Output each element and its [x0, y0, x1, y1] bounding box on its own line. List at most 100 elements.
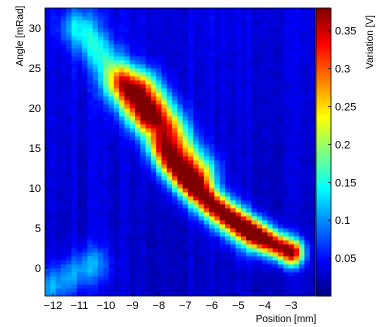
heatmap-cell [235, 120, 242, 125]
heatmap-cell [267, 224, 274, 229]
heatmap-cell [251, 236, 258, 241]
heatmap-cell [45, 140, 51, 145]
heatmap-cell [177, 16, 184, 21]
heatmap-cell [172, 244, 178, 249]
heatmap-cell [235, 132, 242, 137]
heatmap-cell [230, 156, 236, 161]
heatmap-cell [119, 200, 125, 205]
heatmap-cell [113, 144, 120, 149]
colorbar-segment [316, 134, 331, 138]
heatmap-cell [277, 240, 284, 245]
heatmap-cell [219, 160, 226, 165]
heatmap-cell [124, 108, 131, 113]
heatmap-cell [198, 36, 205, 41]
heatmap-cell [240, 92, 247, 97]
heatmap-cell [87, 32, 94, 37]
heatmap-cell [156, 264, 162, 269]
heatmap-cell [225, 72, 231, 77]
heatmap-cell [187, 260, 194, 265]
heatmap-cell [76, 76, 83, 81]
heatmap-cell [119, 48, 125, 53]
heatmap-cell [304, 40, 311, 45]
heatmap-cell [283, 200, 289, 205]
heatmap-cell [124, 96, 131, 101]
heatmap-cell [272, 108, 279, 113]
heatmap-cell [60, 120, 67, 125]
heatmap-cell [187, 56, 194, 61]
heatmap-cell [150, 56, 157, 61]
heatmap-cell [309, 20, 315, 25]
heatmap-cell [45, 244, 51, 249]
heatmap-cell [129, 192, 136, 197]
heatmap-cell [293, 64, 300, 69]
heatmap-cell [262, 192, 268, 197]
heatmap-cell [256, 108, 263, 113]
heatmap-cell [97, 160, 104, 165]
heatmap-cell [246, 64, 252, 69]
heatmap-cell [251, 92, 258, 97]
heatmap-cell [76, 140, 83, 145]
heatmap-cell [166, 8, 173, 13]
heatmap-cell [177, 28, 184, 33]
heatmap-cell [267, 32, 274, 37]
heatmap-cell [203, 136, 210, 141]
heatmap-cell [230, 124, 236, 129]
heatmap-cell [209, 16, 215, 21]
heatmap-cell [60, 196, 67, 201]
heatmap-cell [177, 112, 184, 117]
heatmap-cell [129, 44, 136, 49]
heatmap-cell [129, 252, 136, 257]
heatmap-cell [45, 72, 51, 77]
heatmap-cell [92, 260, 99, 265]
heatmap-cell [92, 228, 99, 233]
heatmap-cell [267, 180, 274, 185]
heatmap-cell [209, 72, 215, 77]
heatmap-cell [97, 184, 104, 189]
heatmap-cell [219, 264, 226, 269]
heatmap-cell [66, 200, 72, 205]
heatmap-cell [256, 156, 263, 161]
heatmap-cell [166, 156, 173, 161]
heatmap-cell [135, 256, 141, 261]
heatmap-cell [92, 196, 99, 201]
heatmap-cell [262, 44, 268, 49]
heatmap-cell [103, 84, 109, 89]
heatmap-cell [288, 260, 295, 265]
heatmap-cell [113, 216, 120, 221]
heatmap-cell [156, 216, 162, 221]
heatmap-cell [214, 240, 221, 245]
heatmap-cell [172, 188, 178, 193]
heatmap-cell [166, 36, 173, 41]
heatmap-cell [145, 288, 152, 293]
heatmap-cell [161, 92, 168, 97]
heatmap-cell [283, 240, 289, 245]
heatmap-cell [145, 216, 152, 221]
heatmap-cell [76, 80, 83, 85]
heatmap-cell [135, 188, 141, 193]
heatmap-cell [177, 88, 184, 93]
heatmap-cell [256, 72, 263, 77]
heatmap-cell [97, 156, 104, 161]
heatmap-cell [256, 276, 263, 281]
heatmap-cell [187, 288, 194, 293]
heatmap-cell [87, 132, 94, 137]
heatmap-cell [60, 200, 67, 205]
heatmap-cell [225, 60, 231, 65]
heatmap-cell [230, 112, 236, 117]
heatmap-cell [150, 272, 157, 277]
heatmap-cell [235, 128, 242, 133]
heatmap-cell [193, 276, 199, 281]
heatmap-cell [145, 72, 152, 77]
heatmap-cell [50, 228, 56, 233]
heatmap-cell [55, 112, 62, 117]
heatmap-cell [60, 20, 67, 25]
heatmap-cell [256, 284, 263, 289]
heatmap-cell [182, 16, 189, 21]
heatmap-cell [119, 20, 125, 25]
heatmap-cell [71, 224, 78, 229]
heatmap-cell [203, 144, 210, 149]
heatmap-cell [129, 96, 136, 101]
heatmap-cell [246, 76, 252, 81]
heatmap-cell [209, 220, 215, 225]
heatmap-cell [119, 16, 125, 21]
